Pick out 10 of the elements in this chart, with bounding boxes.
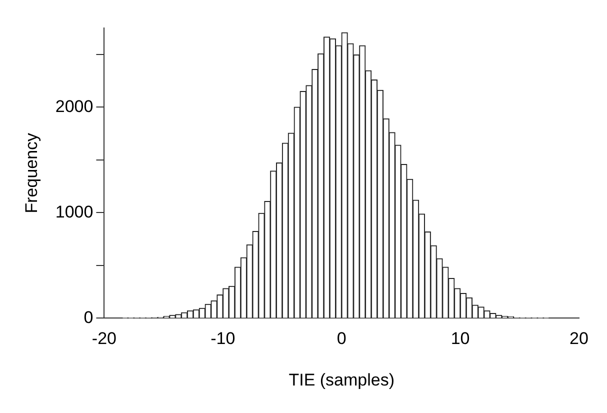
x-tick-label: 0 [336,329,346,348]
x-tick-label: 20 [570,329,588,348]
y-tick-label: 2000 [55,96,94,116]
y-tick-label: 0 [84,308,94,327]
x-axis-title: TIE (samples) [288,370,395,390]
y-tick-label: 1000 [55,202,94,222]
y-axis-title: Frequency [22,132,41,214]
x-tick-label: 10 [450,329,470,348]
x-tick-label: -10 [210,329,236,348]
x-tick-label: -20 [92,329,117,348]
